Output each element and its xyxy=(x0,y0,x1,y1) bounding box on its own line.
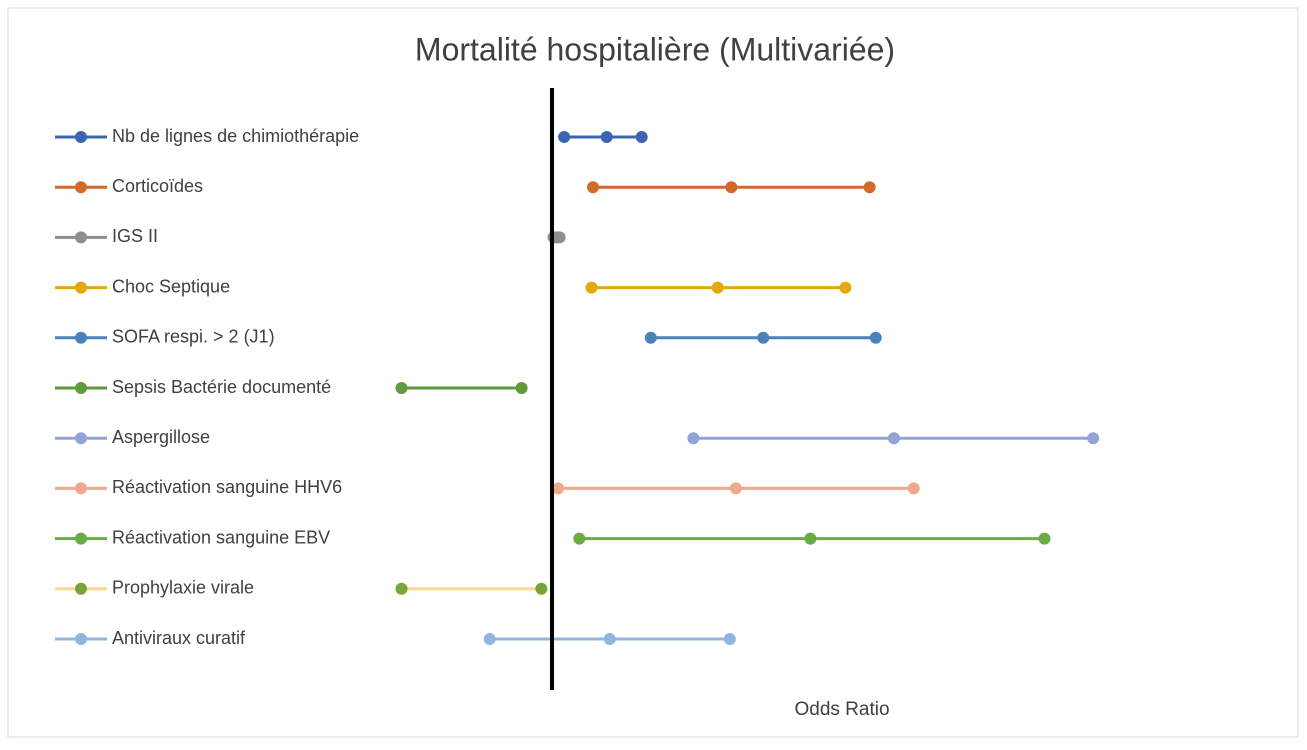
legend-marker xyxy=(75,532,87,545)
ci-point xyxy=(600,131,613,143)
legend-marker xyxy=(75,382,87,394)
ci-point xyxy=(515,382,528,394)
ci-point xyxy=(687,432,700,445)
ci-point xyxy=(395,382,408,394)
ci-point xyxy=(395,582,408,595)
ci-point xyxy=(725,181,738,194)
legend-marker xyxy=(75,482,87,495)
ci-point xyxy=(558,131,571,143)
ci-point xyxy=(1087,432,1100,445)
legend-marker xyxy=(75,281,87,294)
legend-marker xyxy=(75,181,87,194)
ci-point xyxy=(483,633,496,645)
legend-marker xyxy=(75,331,87,344)
legend-label: Sepsis Bactérie documenté xyxy=(112,377,331,397)
legend-label: Nb de lignes de chimiothérapie xyxy=(112,126,359,146)
chart-title: Mortalité hospitalière (Multivariée) xyxy=(415,31,895,67)
ci-point xyxy=(907,482,920,495)
ci-point xyxy=(552,482,565,495)
legend-marker xyxy=(75,432,87,445)
legend-label: Antiviraux curatif xyxy=(112,628,246,648)
legend-label: Prophylaxie viral​e xyxy=(112,578,254,598)
x-axis-label: Odds Ratio xyxy=(794,699,889,720)
ci-point xyxy=(585,281,598,294)
ci-point xyxy=(644,331,657,344)
ci-point xyxy=(573,532,586,545)
ci-point xyxy=(888,432,900,445)
legend-marker xyxy=(75,231,87,244)
legend-marker xyxy=(75,633,87,645)
legend-label: IGS II xyxy=(112,226,158,246)
ci-point xyxy=(635,131,648,143)
legend-label: Choc Septique xyxy=(112,276,230,296)
legend-marker xyxy=(75,582,87,595)
ci-point xyxy=(587,181,600,194)
ci-point xyxy=(869,331,882,344)
legend-marker xyxy=(75,131,87,143)
legend-label: Réactivation sanguine HHV6 xyxy=(112,477,342,497)
legend-label: Corticoïdes xyxy=(112,176,203,196)
legend-label: Aspergillose xyxy=(112,427,210,447)
ci-point xyxy=(723,633,736,645)
chart-border xyxy=(7,7,1299,738)
ci-point xyxy=(553,231,566,244)
legend-label: Réactivation sanguine EBV xyxy=(112,527,330,547)
ci-point xyxy=(757,331,770,344)
ci-point xyxy=(1038,532,1051,545)
ci-point xyxy=(711,281,724,294)
ci-point xyxy=(603,633,616,645)
ci-point xyxy=(535,582,548,595)
legend-label: SOFA respi. > 2 (J1) xyxy=(112,327,275,347)
ci-point xyxy=(839,281,852,294)
ci-point xyxy=(804,532,817,545)
ci-point xyxy=(863,181,876,194)
ci-point xyxy=(729,482,742,495)
